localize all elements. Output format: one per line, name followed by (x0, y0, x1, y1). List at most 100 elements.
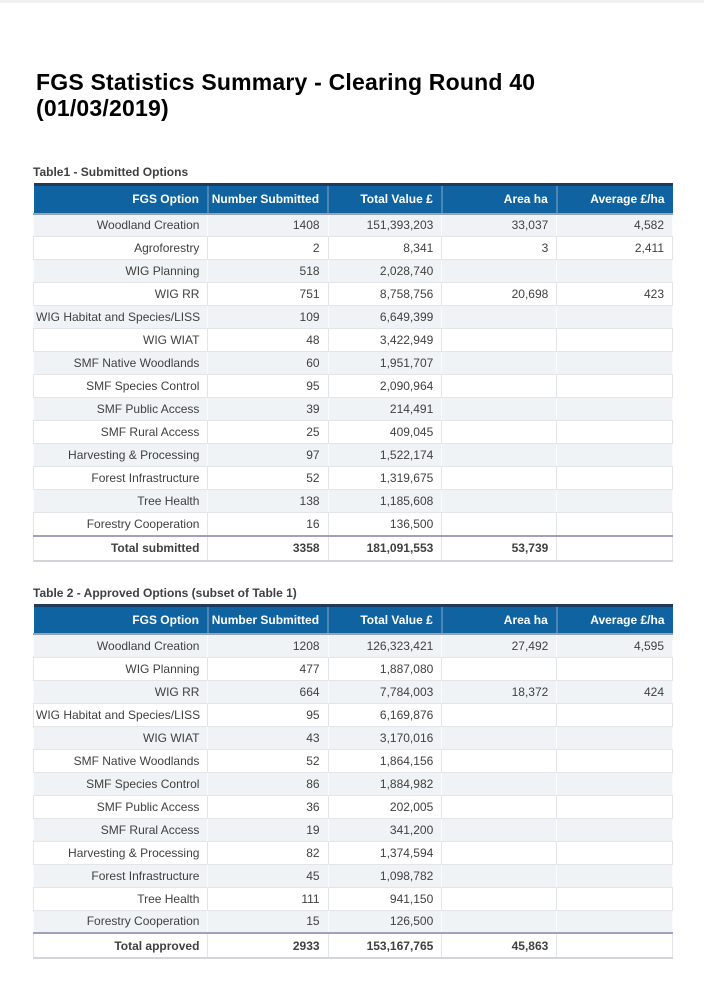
cell-number-submitted: 1408 (207, 213, 329, 237)
cell-total-value: 3,422,949 (327, 328, 443, 352)
table-row: Tree Health 111 941,150 (32, 886, 673, 911)
total-total-value: 181,091,553 (327, 534, 443, 562)
cell-number-submitted: 52 (207, 748, 329, 773)
cell-number-submitted: 36 (207, 794, 329, 819)
total-fgs-option: Total approved (32, 932, 209, 959)
cell-fgs-option: SMF Public Access (32, 397, 209, 421)
header-row: FGS Option Number Submitted Total Value £ A… (33, 603, 673, 635)
column-header-total-value: Total Value £ (327, 183, 442, 215)
cell-area-ha (441, 328, 558, 352)
cell-total-value: 1,884,982 (327, 771, 443, 796)
cell-average-per-ha (556, 863, 673, 888)
cell-fgs-option: SMF Native Woodlands (32, 351, 209, 375)
cell-fgs-option: WIG Planning (32, 259, 209, 283)
total-average-per-ha (556, 534, 673, 562)
cell-area-ha (441, 420, 558, 444)
table-row: Forest Infrastructure 52 1,319,675 (32, 466, 673, 490)
cell-fgs-option: WIG WIAT (32, 328, 209, 352)
total-row: Total approved 2933 153,167,765 45,863 (32, 932, 673, 959)
cell-area-ha (441, 725, 558, 750)
column-header-average-per-ha: Average £/ha (555, 603, 673, 635)
table-row: Harvesting & Processing 82 1,374,594 (32, 840, 673, 865)
cell-area-ha (441, 748, 558, 773)
table-row: SMF Native Woodlands 60 1,951,707 (32, 351, 673, 375)
cell-average-per-ha (556, 725, 673, 750)
cell-fgs-option: SMF Native Woodlands (32, 748, 209, 773)
report-page: FGS Statistics Summary - Clearing Round … (0, 69, 704, 959)
cell-fgs-option: Harvesting & Processing (32, 443, 209, 467)
table-row: Tree Health 138 1,185,608 (32, 489, 673, 513)
cell-fgs-option: Harvesting & Processing (32, 840, 209, 865)
table-row: WIG Habitat and Species/LISS 109 6,649,399 (32, 305, 673, 329)
cell-area-ha (441, 656, 558, 681)
cell-number-submitted: 111 (207, 886, 329, 911)
cell-total-value: 151,393,203 (327, 213, 443, 237)
cell-area-ha: 33,037 (441, 213, 558, 237)
cell-total-value: 126,323,421 (327, 633, 443, 658)
cell-area-ha (441, 259, 558, 283)
table-row: WIG RR 664 7,784,003 18,372 424 (32, 679, 673, 704)
table-row: WIG Planning 477 1,887,080 (32, 656, 673, 681)
cell-average-per-ha: 4,582 (556, 213, 673, 237)
cell-average-per-ha (556, 748, 673, 773)
table-row: Woodland Creation 1408 151,393,203 33,037 4,… (32, 213, 673, 237)
cell-number-submitted: 518 (207, 259, 329, 283)
cell-total-value: 1,319,675 (327, 466, 443, 490)
cell-number-submitted: 2 (207, 236, 329, 260)
cell-area-ha (441, 512, 558, 536)
cell-area-ha: 18,372 (441, 679, 558, 704)
cell-fgs-option: SMF Rural Access (32, 817, 209, 842)
table-header: FGS Option Number Submitted Total Value £ A… (33, 183, 673, 215)
cell-area-ha (441, 466, 558, 490)
cell-area-ha (441, 489, 558, 513)
column-header-average-per-ha: Average £/ha (555, 183, 673, 215)
cell-average-per-ha (556, 702, 673, 727)
header-row: FGS Option Number Submitted Total Value £ A… (33, 183, 673, 215)
cell-average-per-ha (556, 840, 673, 865)
cell-total-value: 1,374,594 (327, 840, 443, 865)
cell-total-value: 1,864,156 (327, 748, 443, 773)
cell-fgs-option: Agroforestry (32, 236, 209, 260)
cell-number-submitted: 60 (207, 351, 329, 375)
column-header-number-submitted: Number Submitted (206, 183, 329, 215)
cell-fgs-option: WIG WIAT (32, 725, 209, 750)
cell-average-per-ha (556, 817, 673, 842)
cell-area-ha (441, 374, 558, 398)
table-row: SMF Species Control 95 2,090,964 (32, 374, 673, 398)
cell-fgs-option: WIG Planning (32, 656, 209, 681)
table-row: WIG WIAT 43 3,170,016 (32, 725, 673, 750)
cell-area-ha (441, 909, 558, 934)
total-area-ha: 53,739 (441, 534, 558, 562)
table-body: Woodland Creation 1208 126,323,421 27,492 4,… (32, 633, 673, 934)
cell-area-ha (441, 817, 558, 842)
page-title: FGS Statistics Summary - Clearing Round … (36, 69, 536, 121)
cell-number-submitted: 1208 (207, 633, 329, 658)
cell-total-value: 409,045 (327, 420, 443, 444)
cell-average-per-ha (556, 794, 673, 819)
cell-number-submitted: 97 (207, 443, 329, 467)
cell-average-per-ha (556, 466, 673, 490)
table-row: Woodland Creation 1208 126,323,421 27,492 4,… (32, 633, 673, 658)
cell-total-value: 8,341 (327, 236, 443, 260)
submitted-options-table: FGS Option Number Submitted Total Value £ A… (32, 183, 673, 562)
cell-average-per-ha (556, 489, 673, 513)
cell-area-ha (441, 351, 558, 375)
table-row: SMF Rural Access 25 409,045 (32, 420, 673, 444)
cell-number-submitted: 109 (207, 305, 329, 329)
cell-average-per-ha (556, 656, 673, 681)
cell-area-ha (441, 305, 558, 329)
total-number-submitted: 3358 (207, 534, 329, 562)
cell-total-value: 8,758,756 (327, 282, 443, 306)
cell-total-value: 6,649,399 (327, 305, 443, 329)
table-row: Forestry Cooperation 16 136,500 (32, 512, 673, 536)
cell-area-ha (441, 443, 558, 467)
cell-number-submitted: 95 (207, 702, 329, 727)
table-row: Forestry Cooperation 15 126,500 (32, 909, 673, 934)
table-footer: Total approved 2933 153,167,765 45,863 (32, 932, 673, 959)
cell-number-submitted: 16 (207, 512, 329, 536)
cell-fgs-option: SMF Species Control (32, 771, 209, 796)
cell-total-value: 214,491 (327, 397, 443, 421)
cell-average-per-ha (556, 909, 673, 934)
table-header: FGS Option Number Submitted Total Value £ A… (33, 603, 673, 635)
table-row: SMF Public Access 36 202,005 (32, 794, 673, 819)
